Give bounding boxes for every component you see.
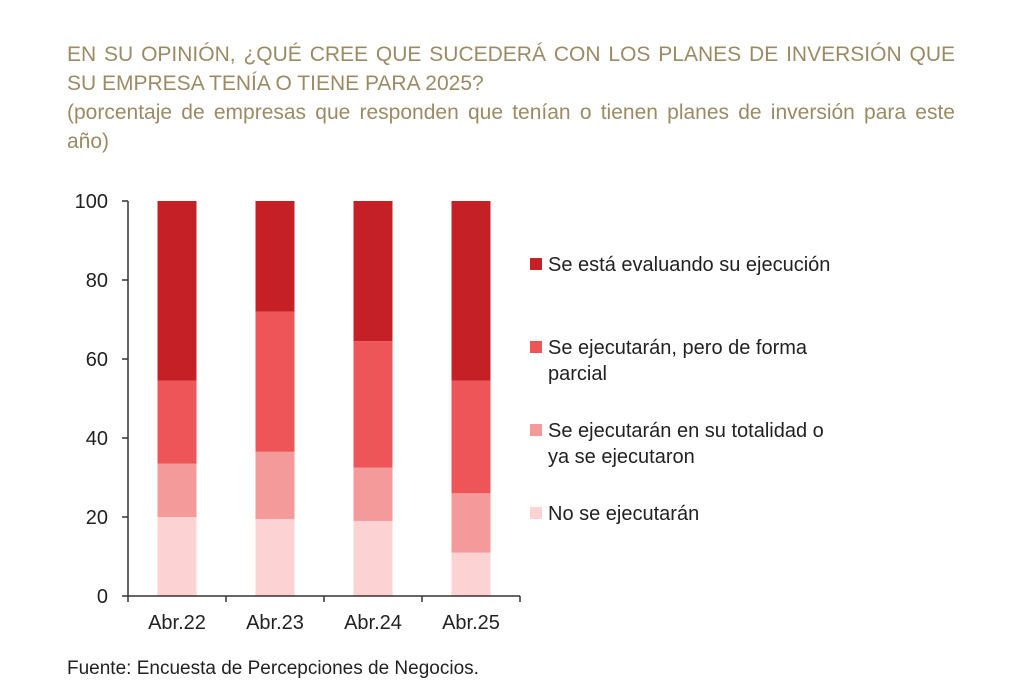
bar-segment-parcial-0 [157, 380, 197, 464]
bar-segment-evaluando-3 [451, 201, 491, 381]
chart-title: EN SU OPINIÓN, ¿QUÉ CREE QUE SUCEDERÁ CO… [67, 43, 955, 95]
y-tick-label: 100 [75, 191, 108, 213]
bar-segment-evaluando-0 [157, 201, 197, 381]
y-tick-label: 60 [86, 349, 108, 371]
y-tick-label: 80 [86, 270, 108, 292]
legend-swatch [530, 341, 542, 353]
y-tick-label: 40 [86, 428, 108, 450]
bar-segment-evaluando-2 [353, 201, 393, 342]
legend-swatch [530, 424, 542, 436]
x-tick-label: Abr.22 [148, 612, 206, 634]
legend-label: Se ejecutarán en su totalidad o ya se ej… [548, 420, 824, 468]
legend-label: Se está evaluando su ejecución [548, 254, 831, 276]
legend-item-evaluando: Se está evaluando su ejecución [530, 252, 850, 278]
legend-item-totalidad: Se ejecutarán en su totalidad o ya se ej… [530, 418, 850, 470]
bars-group [157, 201, 491, 596]
bar-segment-no_ejecutaran-2 [353, 520, 393, 596]
bar-segment-totalidad-2 [353, 467, 393, 521]
bar-segment-totalidad-0 [157, 463, 197, 517]
x-tick-label: Abr.24 [344, 612, 402, 634]
legend-label: No se ejecutarán [548, 503, 700, 525]
bar-segment-totalidad-1 [255, 451, 295, 519]
bar-segment-parcial-1 [255, 311, 295, 452]
axes-group: 0 20 40 60 80 100 Abr.22 Abr.23 Abr.24 Abr.25 [75, 191, 521, 634]
x-tick-label: Abr.25 [442, 612, 500, 634]
legend-item-parcial: Se ejecutarán, pero de forma parcial [530, 335, 850, 387]
bar-segment-no_ejecutaran-0 [157, 517, 197, 596]
legend-label: Se ejecutarán, pero de forma parcial [548, 337, 808, 385]
bar-segment-no_ejecutaran-1 [255, 518, 295, 596]
source-note: Fuente: Encuesta de Percepciones de Nego… [67, 658, 479, 679]
y-tick-label: 0 [97, 586, 108, 608]
bar-segment-parcial-3 [451, 380, 491, 494]
x-tick-label: Abr.23 [246, 612, 304, 634]
bar-segment-no_ejecutaran-3 [451, 552, 491, 596]
legend-swatch [530, 258, 542, 270]
legend-swatch [530, 507, 542, 519]
bar-segment-parcial-2 [353, 341, 393, 468]
legend-item-no_ejecutaran: No se ejecutarán [530, 501, 850, 527]
chart-subtitle: (porcentaje de empresas que responden qu… [67, 101, 955, 153]
bar-segment-totalidad-3 [451, 493, 491, 553]
bar-segment-evaluando-1 [255, 201, 295, 312]
y-tick-label: 20 [86, 507, 108, 529]
